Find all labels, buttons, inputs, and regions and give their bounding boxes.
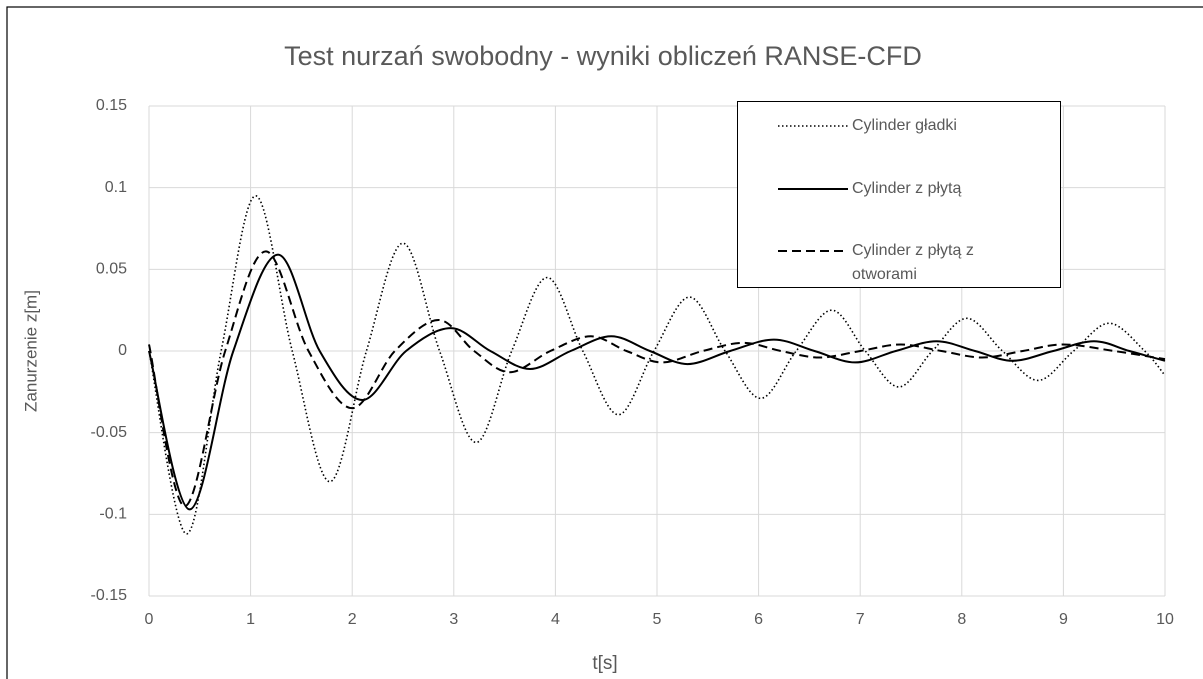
x-tick-label: 5 (653, 611, 662, 628)
x-tick-label: 7 (856, 611, 865, 628)
x-tick-label: 1 (246, 611, 255, 628)
x-tick-label: 9 (1059, 611, 1068, 628)
legend-label: Cylinder z płytą (852, 180, 962, 197)
y-tick-label: 0 (118, 342, 127, 359)
legend-entry: Cylinder z płytą (776, 177, 1032, 201)
series-line (148, 250, 1166, 508)
y-tick-label: 0.05 (96, 261, 127, 278)
x-tick-label: 8 (957, 611, 966, 628)
y-tick-label: 0.1 (105, 179, 127, 196)
legend-label: Cylinder z płytą z otworami (852, 242, 974, 283)
x-axis-label: t[s] (592, 653, 617, 674)
y-tick-label: -0.1 (99, 506, 127, 523)
legend-entry: Cylinder z płytą z otworami (776, 239, 1032, 287)
legend-swatch (778, 250, 848, 252)
x-tick-label: 3 (449, 611, 458, 628)
legend-label: Cylinder gładki (852, 117, 957, 134)
legend-entry: Cylinder gładki (776, 114, 1032, 138)
x-tick-label: 2 (348, 611, 357, 628)
y-axis-label: Zanurzenie z[m] (21, 290, 40, 412)
y-tick-label: 0.15 (96, 97, 127, 114)
x-tick-label: 10 (1156, 611, 1174, 628)
x-tick-label: 4 (551, 611, 560, 628)
x-tick-label: 6 (754, 611, 763, 628)
y-tick-label: -0.05 (91, 424, 128, 441)
legend: Cylinder gładki Cylinder z płytą Cylinder … (737, 101, 1061, 288)
legend-swatch (778, 125, 848, 127)
chart-title: Test nurzań swobodny - wyniki obliczeń R… (284, 41, 922, 71)
x-tick-label: 0 (145, 611, 154, 628)
series-line (148, 195, 1166, 535)
frame (6, 6, 1203, 679)
legend-swatch (778, 188, 848, 190)
y-tick-label: -0.15 (91, 587, 128, 604)
